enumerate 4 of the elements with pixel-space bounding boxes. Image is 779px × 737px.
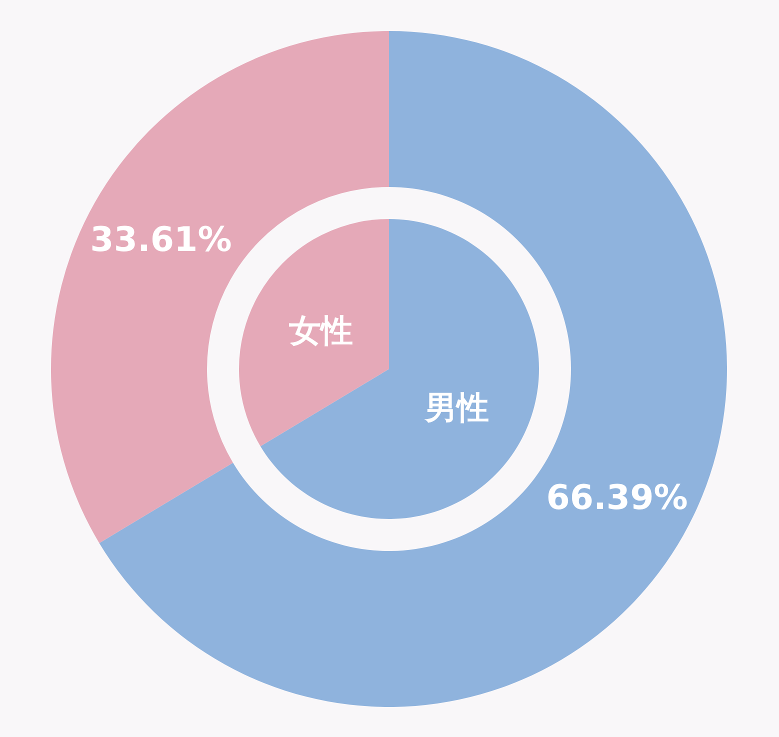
data-label: 33.61% xyxy=(90,220,232,260)
slice-label: 男性 xyxy=(424,388,489,426)
data-label: 66.39% xyxy=(546,478,688,518)
slice-label: 女性 xyxy=(288,312,354,350)
